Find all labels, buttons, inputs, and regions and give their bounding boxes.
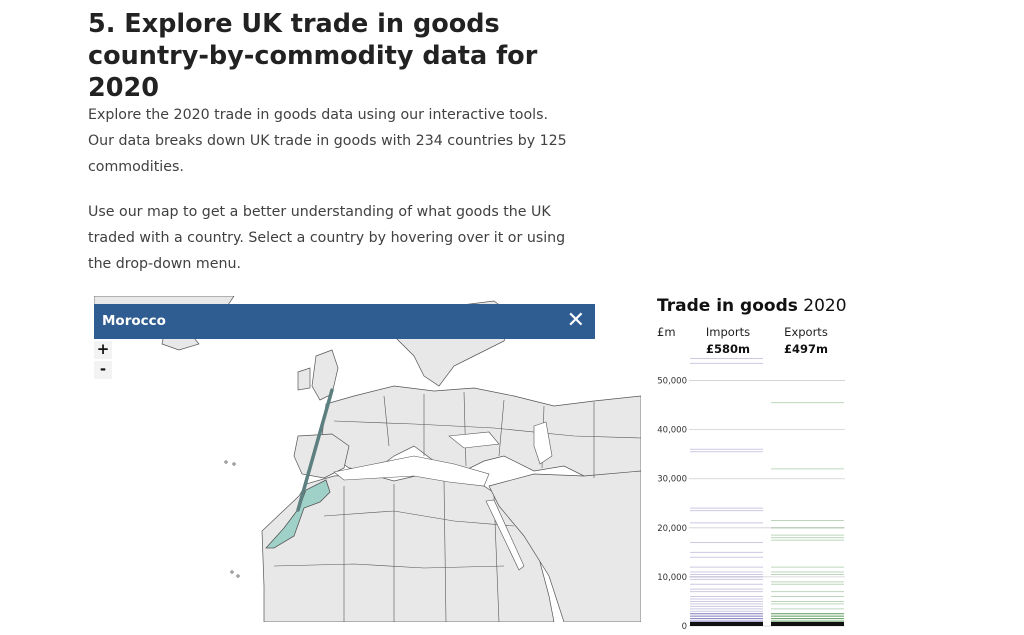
strip-chart-svg: 0 10,000 20,000 30,000 40,000 50,000: [657, 357, 845, 632]
caspian-sea: [533, 421, 553, 465]
y-tick-label: 10,000: [657, 573, 687, 583]
y-tick-label: 0: [682, 622, 687, 632]
exports-strip-base: [771, 622, 844, 626]
section-heading: 5. Explore UK trade in goods country-by-…: [88, 9, 538, 103]
exports-total: £497m: [784, 342, 828, 356]
imports-total: £580m: [706, 342, 750, 356]
exports-label: Exports: [784, 325, 828, 339]
y-tick-label: 30,000: [657, 475, 687, 485]
map-instructions-paragraph: Use our map to get a better understandin…: [88, 204, 566, 272]
middle-east-land[interactable]: [488, 470, 641, 622]
imports-strip-base: [690, 622, 763, 626]
close-icon[interactable]: ✕: [566, 308, 585, 333]
chart-title: Trade in goods 2020: [657, 296, 847, 316]
uk-land[interactable]: [311, 349, 339, 401]
y-tick-label: 20,000: [657, 524, 687, 534]
zoom-out-button[interactable]: -: [94, 361, 112, 379]
imports-label: Imports: [705, 325, 751, 339]
iberia-land[interactable]: [293, 433, 350, 479]
black-sea: [448, 431, 500, 449]
y-tick-label: 40,000: [657, 426, 687, 436]
mediterranean-sea: [333, 455, 490, 487]
zoom-in-button[interactable]: +: [94, 341, 112, 359]
trade-chart: Trade in goods 2020 £m Imports £580m Exp…: [656, 294, 856, 634]
selected-country-banner: Morocco ✕: [94, 304, 595, 339]
chart-title-year: 2020: [803, 296, 847, 316]
red-sea: [485, 499, 525, 571]
intro-paragraph: Explore the 2020 trade in goods data usi…: [88, 107, 567, 175]
y-tick-label: 50,000: [657, 377, 687, 387]
trade-route-line: [296, 388, 334, 512]
trade-map[interactable]: Morocco ✕ + -: [94, 296, 641, 622]
chart-title-bold: Trade in goods: [657, 296, 798, 316]
map-canvas[interactable]: [94, 296, 641, 622]
ireland-land[interactable]: [297, 367, 311, 391]
chart-unit: £m: [657, 325, 676, 339]
morocco-country[interactable]: [265, 479, 331, 549]
selected-country-name: Morocco: [102, 313, 166, 329]
